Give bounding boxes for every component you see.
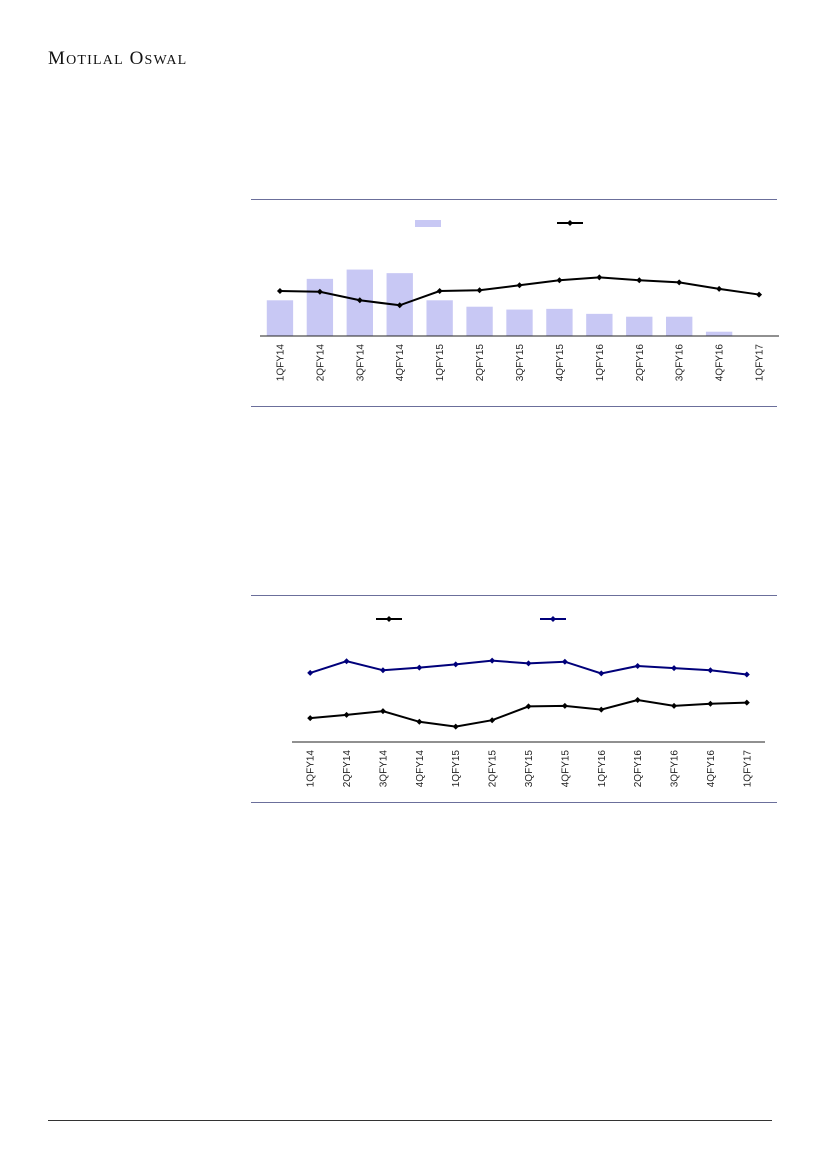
point-3QFY14 (379, 667, 386, 674)
x-tick-label: 2QFY16 (633, 750, 644, 788)
point-1QFY14 (307, 669, 314, 676)
point-1QFY17 (743, 699, 750, 706)
point-4QFY16 (707, 667, 714, 674)
chart-svg: 1QFY14 2QFY14 3QFY14 4QFY14 1QFY15 2QFY15 3QFY… (260, 220, 779, 382)
bar-1QFY16 (586, 313, 613, 336)
point-3QFY14 (379, 708, 386, 715)
exhibit-chart-lines: 1QFY14 2QFY14 3QFY14 4QFY14 1QFY15 2QFY15 3QFY… (251, 595, 777, 803)
x-tick-label: 4QFY16 (706, 750, 717, 788)
x-tick-label: 1QFY16 (597, 750, 608, 788)
point-3QFY16 (671, 702, 678, 709)
point-2QFY15 (489, 657, 496, 664)
x-tick-label: 1QFY17 (742, 750, 753, 788)
chart-svg: 1QFY14 2QFY14 3QFY14 4QFY14 1QFY15 2QFY15 3QFY… (292, 616, 765, 788)
point-2QFY15 (476, 287, 483, 294)
point-1QFY15 (452, 661, 459, 668)
point-1QFY14 (307, 715, 314, 722)
x-tick-label: 1QFY14 (306, 750, 317, 788)
point-2QFY16 (634, 662, 641, 669)
point-4QFY15 (561, 702, 568, 709)
x-tick-label: 1QFY16 (595, 344, 606, 382)
x-tick-label: 1QFY17 (755, 344, 766, 382)
bar-4QFY15 (546, 308, 573, 336)
chart-top-rule (251, 199, 777, 200)
chart-bottom-rule (251, 801, 777, 803)
x-tick-label: 4QFY14 (395, 344, 406, 382)
point-1QFY16 (598, 670, 605, 677)
legend-marker (550, 616, 556, 622)
x-tick-label: 4QFY15 (560, 750, 571, 788)
bar-3QFY16 (666, 316, 693, 336)
bar-1QFY14 (266, 300, 294, 336)
point-1QFY17 (756, 291, 763, 298)
bar-2QFY16 (626, 316, 653, 336)
legend-swatch-bar (415, 220, 441, 227)
x-tick-label: 3QFY14 (355, 344, 366, 382)
point-3QFY16 (676, 279, 683, 286)
point-4QFY14 (416, 664, 423, 671)
x-tick-label: 2QFY16 (635, 344, 646, 382)
x-tick-label: 3QFY15 (524, 750, 535, 788)
bar-1QFY15 (426, 300, 453, 336)
legend-marker (567, 220, 573, 226)
brand-logo-text: MOTILAL OSWAL (48, 48, 188, 69)
point-2QFY14 (316, 288, 323, 295)
point-4QFY16 (707, 700, 714, 707)
point-1QFY14 (276, 288, 283, 294)
point-2QFY16 (636, 277, 643, 284)
point-2QFY16 (634, 697, 641, 704)
point-2QFY14 (343, 658, 350, 665)
point-4QFY16 (716, 285, 723, 292)
point-4QFY14 (396, 302, 403, 309)
point-1QFY16 (598, 706, 605, 713)
point-1QFY16 (596, 274, 603, 281)
point-4QFY15 (556, 277, 563, 284)
x-tick-label: 2QFY15 (488, 750, 499, 788)
x-tick-label: 3QFY15 (515, 344, 526, 382)
chart-top-rule (251, 595, 777, 596)
x-tick-label: 1QFY15 (435, 344, 446, 382)
point-2QFY14 (343, 711, 350, 718)
x-tick-label: 1QFY15 (451, 750, 462, 788)
bar-3QFY15 (506, 309, 533, 336)
bar-4QFY16 (705, 331, 733, 336)
bar-2QFY14 (306, 278, 334, 336)
legend-marker (386, 616, 392, 622)
x-tick-label: 1QFY14 (275, 344, 286, 382)
chart-bottom-rule (251, 405, 777, 407)
point-3QFY15 (525, 660, 532, 667)
footer-rule (48, 1120, 772, 1121)
point-3QFY15 (525, 703, 532, 710)
point-1QFY15 (452, 723, 459, 730)
point-1QFY15 (436, 288, 443, 294)
x-tick-label: 4QFY14 (415, 750, 426, 788)
point-4QFY15 (561, 658, 568, 665)
point-4QFY14 (416, 718, 423, 725)
x-tick-label: 2QFY14 (315, 344, 326, 382)
point-3QFY16 (671, 665, 678, 672)
x-tick-label: 4QFY15 (555, 344, 566, 382)
x-tick-label: 2QFY14 (342, 750, 353, 788)
point-1QFY17 (743, 671, 750, 678)
point-3QFY15 (516, 282, 523, 289)
x-tick-label: 3QFY16 (670, 750, 681, 788)
point-3QFY14 (356, 297, 363, 304)
exhibit-chart-bar-line: 1QFY14 2QFY14 3QFY14 4QFY14 1QFY15 2QFY15 3QFY… (251, 199, 779, 407)
x-tick-label: 2QFY15 (475, 344, 486, 382)
x-tick-label: 4QFY16 (715, 344, 726, 382)
point-2QFY15 (489, 717, 496, 724)
x-tick-label: 3QFY16 (675, 344, 686, 382)
x-tick-label: 3QFY14 (378, 750, 389, 788)
bar-2QFY15 (466, 306, 493, 336)
